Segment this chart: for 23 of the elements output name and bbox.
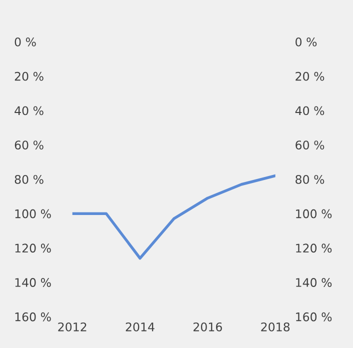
y-tick-label: 140 %: [15, 278, 51, 287]
y2-tick-label: 100 %: [296, 209, 332, 218]
y-tick-label: 160 %: [15, 312, 51, 322]
y-tick-label: 100 %: [15, 209, 51, 218]
y2-tick-label: 60 %: [296, 140, 324, 150]
x-tick-label: 2014: [126, 322, 154, 332]
y2-tick-label: 160 %: [296, 312, 332, 322]
y2-tick-label: 0 %: [296, 37, 317, 46]
y2-tick-label: 40 %: [295, 106, 324, 116]
y-tick-label: 120 %: [15, 244, 51, 253]
line-series: [72, 174, 276, 260]
y-tick-label: 80 %: [14, 174, 44, 184]
y-tick-label: 20 %: [14, 72, 44, 81]
y-tick-label: 0 %: [14, 37, 36, 46]
x-tick-label: 2018: [261, 322, 290, 332]
x-tick-label: 2012: [58, 322, 86, 332]
y2-tick-label: 120 %: [296, 244, 332, 253]
y2-tick-label: 20 %: [296, 72, 324, 81]
y2-tick-label: 140 %: [296, 278, 332, 287]
y2-tick-label: 80 %: [296, 174, 324, 184]
y-tick-label: 60 %: [14, 140, 44, 150]
y-tick-label: 40 %: [14, 106, 44, 116]
x-tick-label: 2016: [194, 322, 222, 332]
